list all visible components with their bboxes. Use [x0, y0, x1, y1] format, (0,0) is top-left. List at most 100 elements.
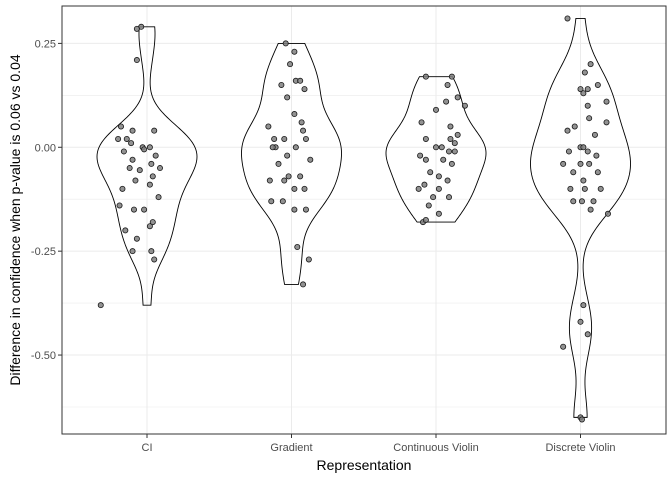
data-point: [445, 148, 452, 155]
data-point: [291, 206, 298, 213]
data-point: [146, 181, 153, 188]
data-point: [448, 73, 455, 80]
data-point: [448, 160, 455, 167]
data-point: [443, 98, 450, 105]
data-point: [141, 206, 148, 213]
data-point: [584, 148, 591, 155]
data-point: [435, 185, 442, 192]
data-point: [148, 160, 155, 167]
data-point: [291, 185, 298, 192]
data-point: [271, 135, 278, 142]
data-point: [268, 198, 275, 205]
data-point: [590, 198, 597, 205]
data-point: [287, 61, 294, 68]
data-point: [421, 181, 428, 188]
data-point: [432, 144, 439, 151]
data-point: [447, 123, 454, 130]
data-point: [136, 167, 143, 174]
violin-continuous-violin: [385, 76, 487, 223]
data-point: [269, 144, 276, 151]
data-point: [294, 244, 301, 251]
data-point: [586, 115, 593, 122]
data-point: [300, 127, 307, 134]
data-point: [133, 57, 140, 64]
data-point: [126, 165, 133, 172]
data-point: [570, 169, 577, 176]
data-point: [302, 135, 309, 142]
data-point: [461, 102, 468, 109]
data-point: [151, 256, 158, 263]
y-tick-label: -0.25: [31, 246, 56, 258]
data-point: [581, 185, 588, 192]
x-axis: CI Gradient Continuous Violin Discrete Viol…: [142, 434, 616, 454]
data-point: [301, 185, 308, 192]
data-point: [604, 210, 611, 217]
x-tick-label: Gradient: [270, 442, 312, 454]
data-point: [580, 90, 587, 97]
data-point: [580, 302, 587, 309]
y-axis: 0.25 0.00 -0.25 -0.50: [31, 38, 62, 362]
violin-gradient: [241, 42, 342, 285]
data-point: [565, 148, 572, 155]
data-point: [593, 152, 600, 159]
grid-lines: [62, 6, 666, 434]
data-point: [119, 185, 126, 192]
data-point: [151, 127, 158, 134]
data-point: [146, 144, 153, 151]
data-point: [445, 194, 452, 201]
data-point: [418, 119, 425, 126]
data-point: [156, 165, 163, 172]
data-point: [584, 331, 591, 338]
data-point: [430, 194, 437, 201]
data-point: [132, 177, 139, 184]
data-point: [422, 73, 429, 80]
data-point: [301, 86, 308, 93]
data-point: [594, 169, 601, 176]
data-point: [444, 81, 451, 88]
panel-border: [61, 5, 667, 435]
data-point: [305, 256, 312, 263]
data-point: [300, 281, 307, 288]
data-point: [432, 106, 439, 113]
y-tick-label: 0.25: [35, 38, 56, 50]
data-point: [422, 216, 429, 223]
data-point: [122, 227, 129, 234]
data-point: [564, 15, 571, 22]
data-point: [266, 177, 273, 184]
data-point: [129, 127, 136, 134]
data-point: [149, 173, 156, 180]
data-point: [422, 135, 429, 142]
data-point: [584, 102, 591, 109]
data-point: [435, 173, 442, 180]
data-point: [577, 86, 584, 93]
data-point: [597, 185, 604, 192]
data-point: [302, 206, 309, 213]
data-point: [577, 160, 584, 167]
data-point: [444, 177, 451, 184]
data-point: [284, 94, 291, 101]
data-point: [117, 123, 124, 130]
panel-background: [62, 6, 666, 434]
data-point: [567, 185, 574, 192]
data-point: [591, 131, 598, 138]
data-point: [451, 140, 458, 147]
data-point: [435, 210, 442, 217]
data-point: [278, 81, 285, 88]
data-point: [422, 156, 429, 163]
data-point: [281, 177, 288, 184]
data-point: [564, 127, 571, 134]
data-point: [447, 135, 454, 142]
data-point: [141, 146, 148, 153]
data-point: [587, 206, 594, 213]
data-point: [129, 156, 136, 163]
violin-discrete-violin: [530, 18, 631, 418]
data-point: [594, 81, 601, 88]
data-point: [133, 25, 140, 32]
data-point: [560, 343, 567, 350]
data-point: [128, 140, 135, 147]
data-point: [291, 48, 298, 55]
data-point: [297, 173, 304, 180]
data-point: [120, 148, 127, 155]
x-tick-label: Discrete Violin: [545, 442, 615, 454]
